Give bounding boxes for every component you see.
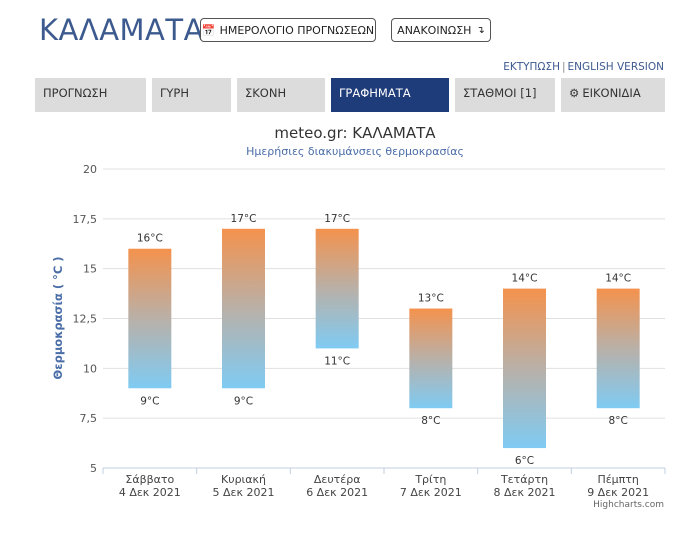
tab-label: ΣΤΑΘΜΟΙ [1] <box>463 86 537 100</box>
print-link[interactable]: ΕΚΤΥΠΩΣΗ <box>503 61 560 73</box>
temperature-range-bar[interactable] <box>128 248 172 389</box>
chart-title: meteo.gr: ΚΑΛΑΜΑΤΑ <box>274 124 436 142</box>
high-temp-label: 17°C <box>231 213 257 225</box>
y-tick-label: 12,5 <box>73 313 98 326</box>
y-tick-label: 10 <box>83 362 97 375</box>
announce-button[interactable]: ΑΝΑΚΟΙΝΩΣΗ ↴ <box>391 18 491 42</box>
calendar-button[interactable]: 📅 ΗΜΕΡΟΛΟΓΙΟ ΠΡΟΓΝΩΣΕΩΝ <box>200 18 376 42</box>
y-axis-title: Θερμοκρασία ( °C ) <box>51 256 65 379</box>
low-temp-label: 9°C <box>140 395 159 407</box>
calendar-button-label: ΗΜΕΡΟΛΟΓΙΟ ΠΡΟΓΝΩΣΕΩΝ <box>219 23 375 37</box>
link-separator: | <box>561 61 566 73</box>
tab-label: ΠΡΟΓΝΩΣΗ <box>43 86 108 100</box>
temperature-range-bar[interactable] <box>315 228 359 349</box>
chart-subtitle: Ημερήσιες διακυμάνσεις θερμοκρασίας <box>246 145 464 158</box>
x-tick-label-date: 5 Δεκ 2021 <box>213 486 275 499</box>
y-tick-label: 20 <box>83 163 97 176</box>
x-tick-label-day: Τρίτη <box>414 473 446 486</box>
tab-dust[interactable]: ΣΚΟΝΗ <box>237 78 325 112</box>
highcharts-credit[interactable]: Highcharts.com <box>593 500 664 510</box>
x-tick-label-day: Πέμπτη <box>597 473 638 486</box>
gear-icon: ⚙ <box>569 86 580 100</box>
x-tick-label-day: Δευτέρα <box>314 473 361 486</box>
low-temp-label: 8°C <box>421 415 440 427</box>
tab-label: ΓΡΑΦΗΜΑΤΑ <box>339 86 411 100</box>
tab-forecast[interactable]: ΠΡΟΓΝΩΣΗ <box>35 78 146 112</box>
tab-label: ΓΥΡΗ <box>160 86 190 100</box>
temperature-range-bar[interactable] <box>222 228 265 389</box>
temperature-range-bar[interactable] <box>503 288 546 449</box>
x-tick-label-date: 4 Δεκ 2021 <box>119 486 181 499</box>
calendar-icon: 📅 <box>201 23 216 37</box>
temperature-range-bar[interactable] <box>409 308 453 409</box>
announce-button-label: ΑΝΑΚΟΙΝΩΣΗ <box>397 23 472 37</box>
x-tick-label-date: 9 Δεκ 2021 <box>587 486 649 499</box>
high-temp-label: 13°C <box>418 293 444 305</box>
x-tick-label-day: Τετάρτη <box>500 473 548 486</box>
english-version-link[interactable]: ENGLISH VERSION <box>567 61 664 73</box>
tab-icons[interactable]: ⚙ ΕΙΚΟΝΙΔΙΑ <box>561 78 665 112</box>
low-temp-label: 9°C <box>234 395 253 407</box>
tab-label: ΣΚΟΝΗ <box>245 86 287 100</box>
tab-charts[interactable]: ΓΡΑΦΗΜΑΤΑ <box>331 78 449 112</box>
x-tick-label-date: 8 Δεκ 2021 <box>494 486 556 499</box>
temperature-range-bar[interactable] <box>596 288 640 409</box>
city-title: ΚΑΛΑΜΑΤΑ <box>39 13 204 47</box>
arrow-icon: ↴ <box>476 24 485 36</box>
top-links: ΕΚΤΥΠΩΣΗ | ENGLISH VERSION <box>503 61 664 73</box>
tab-stations[interactable]: ΣΤΑΘΜΟΙ [1] <box>455 78 555 112</box>
y-tick-label: 7,5 <box>80 412 98 425</box>
tab-pollen[interactable]: ΓΥΡΗ <box>152 78 231 112</box>
tab-label: ΕΙΚΟΝΙΔΙΑ <box>582 86 641 100</box>
low-temp-label: 8°C <box>609 415 628 427</box>
x-tick-label-date: 6 Δεκ 2021 <box>306 486 368 499</box>
low-temp-label: 6°C <box>515 455 534 467</box>
y-tick-label: 17,5 <box>73 213 98 226</box>
high-temp-label: 14°C <box>605 273 631 285</box>
x-tick-label-date: 7 Δεκ 2021 <box>400 486 462 499</box>
x-tick-label-day: Σάββατο <box>125 473 174 486</box>
x-tick-label-day: Κυριακή <box>221 473 266 486</box>
y-tick-label: 15 <box>83 263 97 276</box>
high-temp-label: 17°C <box>324 213 350 225</box>
low-temp-label: 11°C <box>324 355 350 367</box>
high-temp-label: 14°C <box>512 273 538 285</box>
high-temp-label: 16°C <box>137 233 163 245</box>
y-tick-label: 5 <box>90 462 97 475</box>
